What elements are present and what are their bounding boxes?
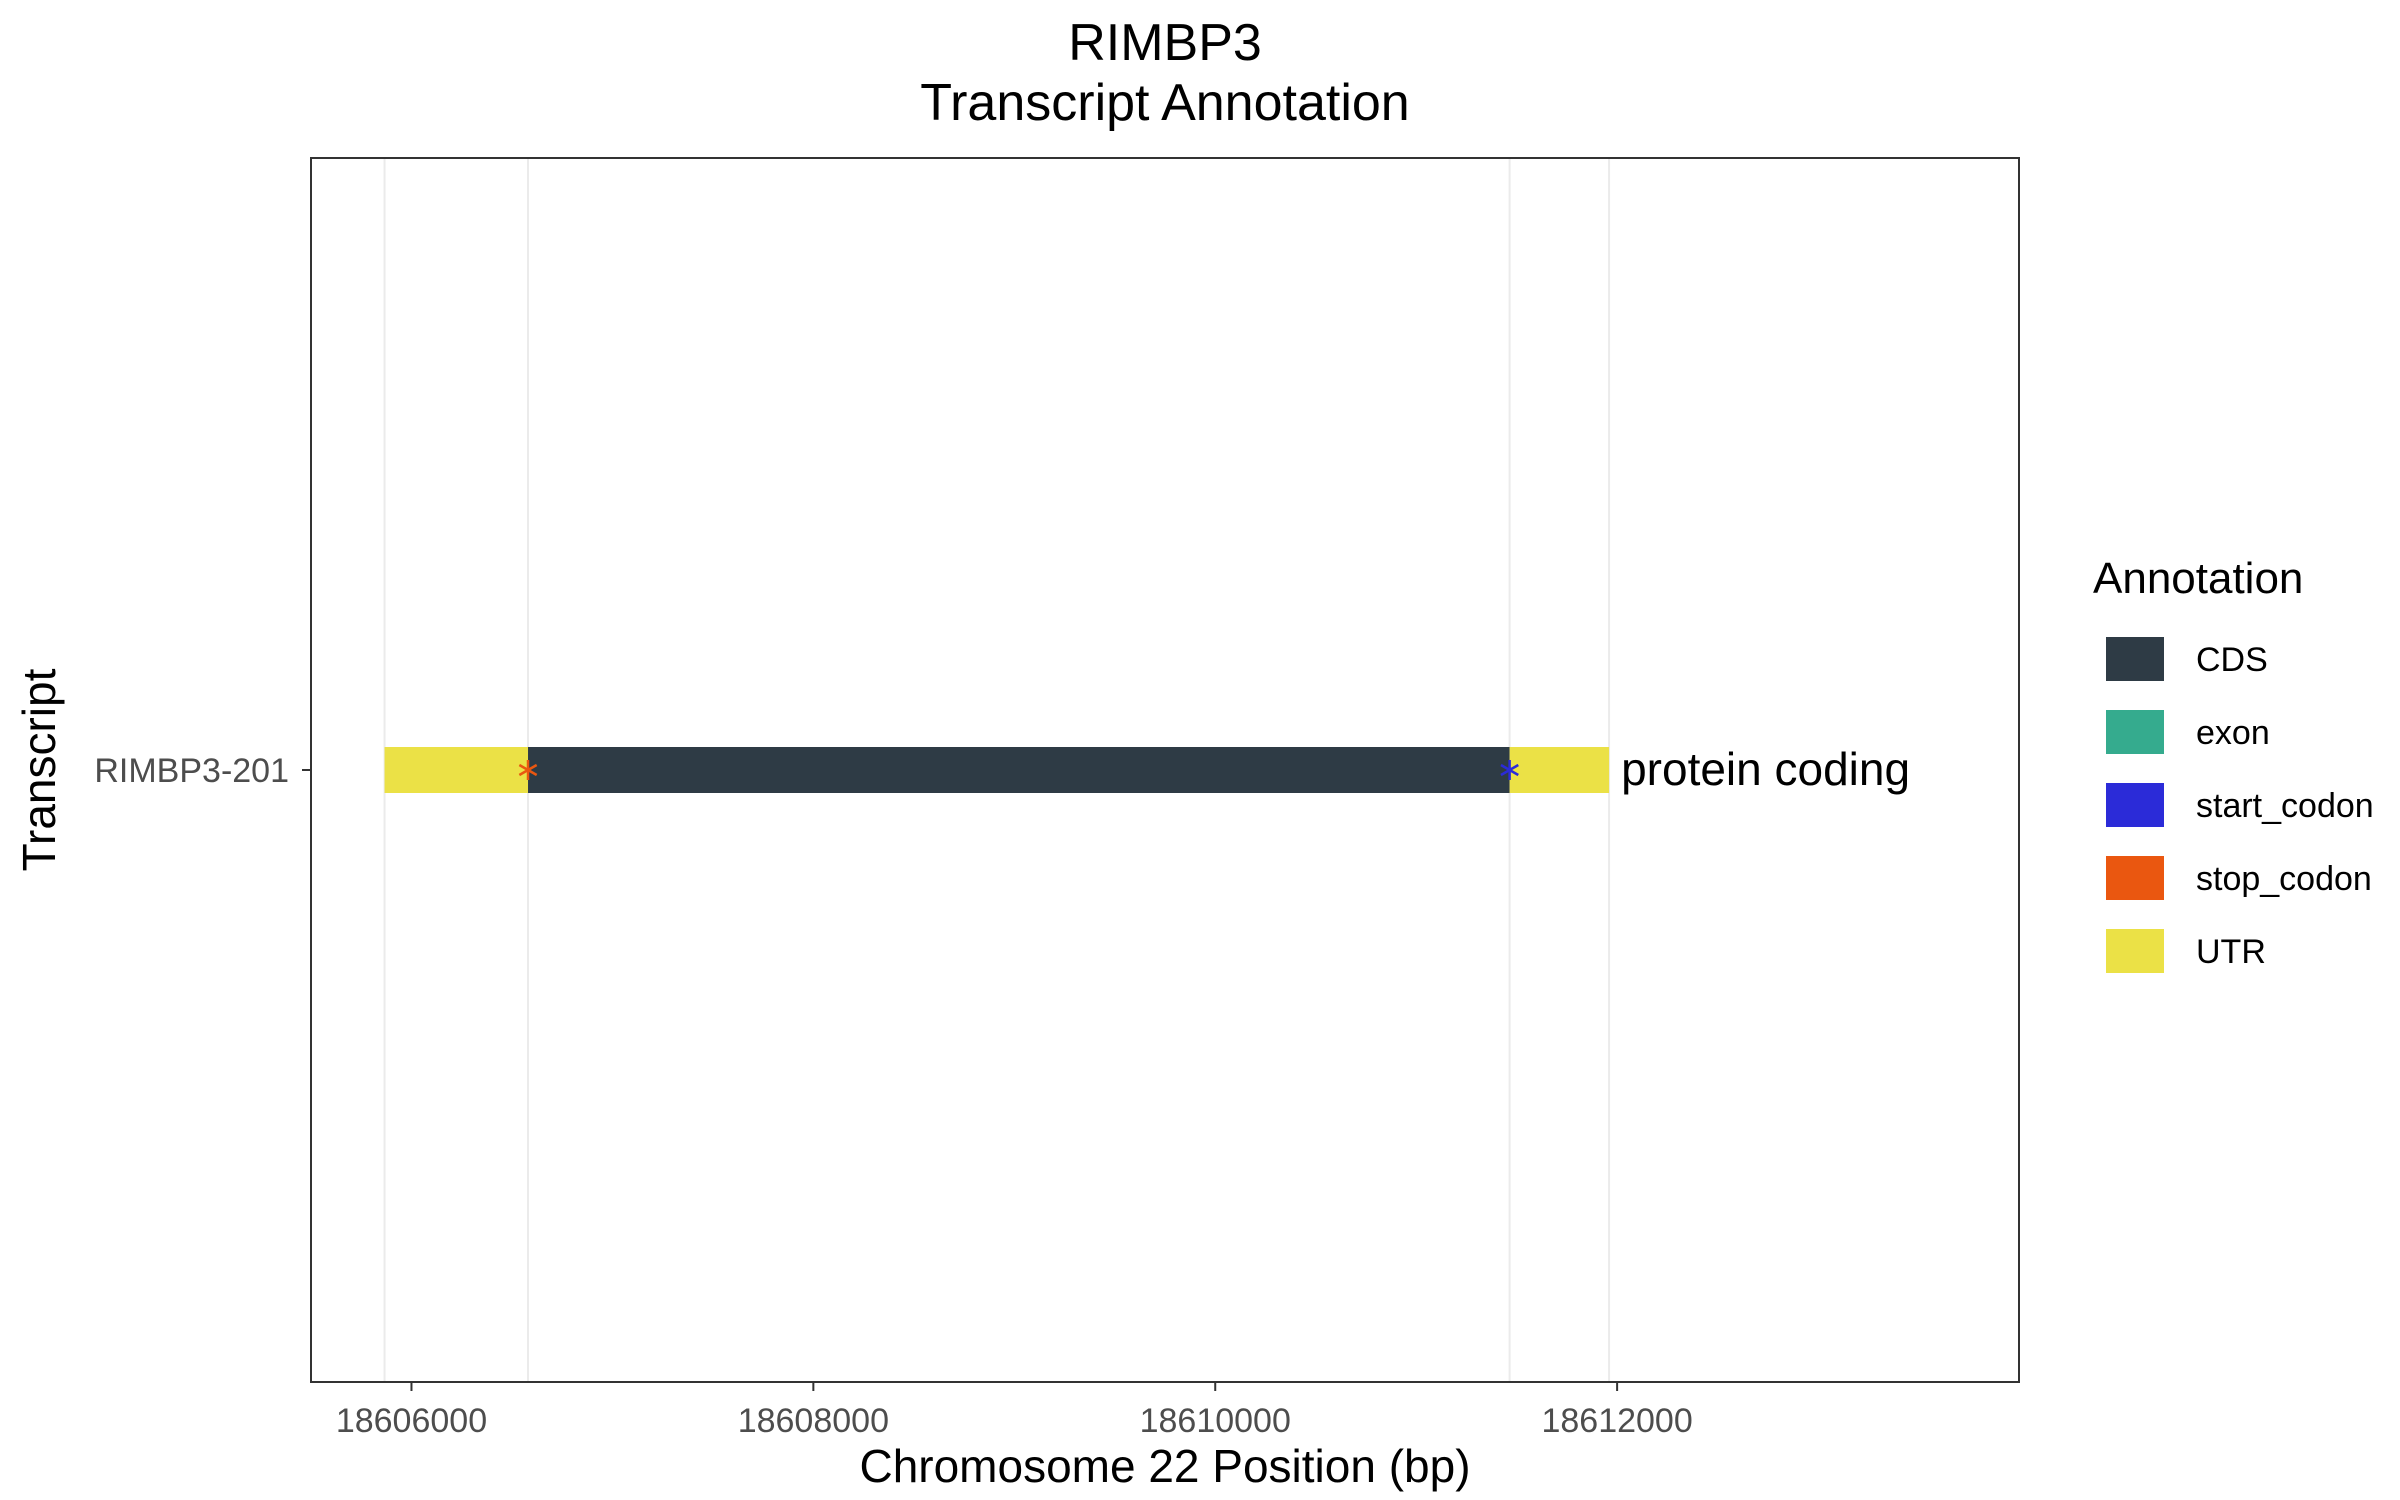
y-axis-title: Transcript [13,668,65,871]
legend-key-start-codon [2106,783,2164,827]
transcript-biotype-label: protein coding [1621,743,1910,795]
segment-cds [528,747,1510,793]
legend-label: CDS [2196,641,2268,679]
legend-label: stop_codon [2196,860,2372,898]
legend-label: exon [2196,714,2270,752]
segment-utr [384,747,529,793]
legend-key-utr [2106,929,2164,973]
legend-title: Annotation [2093,554,2303,603]
legend-key-stop-codon [2106,856,2164,900]
x-tick-label: 18608000 [738,1402,889,1440]
legend-label: UTR [2196,933,2266,971]
marker-start-codon [1500,760,1519,780]
x-axis-title: Chromosome 22 Position (bp) [859,1440,1470,1492]
segment-utr [1509,747,1610,793]
x-tick-label: 18612000 [1541,1402,1692,1440]
legend: Annotation CDS exon start_codon stop_codon U… [2093,554,2374,973]
marker-stop-codon [518,760,538,780]
marker-stroke [1500,763,1519,777]
data-layer: protein coding [384,743,1910,795]
x-tick-label: 18606000 [336,1402,487,1440]
chart-title: RIMBP3 [1068,14,1262,72]
legend-label: start_codon [2196,787,2374,825]
y-tick-label: RIMBP3-201 [94,752,289,790]
marker-stroke [518,763,538,777]
x-tick-label: 18610000 [1140,1402,1291,1440]
axes: 18606000 18608000 18610000 18612000 RIMBP3-2… [94,752,1692,1440]
legend-key-cds [2106,637,2164,681]
chart-subtitle: Transcript Annotation [920,74,1409,132]
legend-key-exon [2106,710,2164,754]
